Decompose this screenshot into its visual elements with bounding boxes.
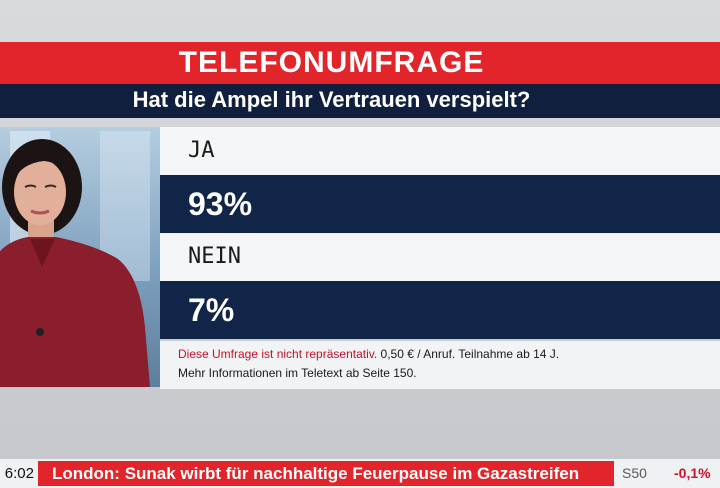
poll-question: Hat die Ampel ihr Vertrauen verspielt? [132, 87, 531, 112]
question-banner: Hat die Ampel ihr Vertrauen verspielt? [0, 84, 720, 118]
option-label: NEIN [188, 244, 241, 269]
presenter-video [0, 127, 160, 387]
disclaimer-text: Diese Umfrage ist nicht repräsentativ. [178, 347, 378, 361]
ticker-headline-box: London: Sunak wirbt für nachhaltige Feue… [38, 461, 614, 486]
title-banner: TELEFONUMFRAGE [0, 42, 720, 84]
cost-text: 0,50 € / Anruf. Teilnahme ab 14 J. [377, 347, 560, 361]
option-label: JA [188, 138, 215, 163]
poll-footnote: Diese Umfrage ist nicht repräsentativ. 0… [160, 341, 720, 389]
news-ticker: 6:02 London: Sunak wirbt für nachhaltige… [0, 459, 720, 488]
footnote-line-2: Mehr Informationen im Teletext ab Seite … [178, 366, 417, 380]
ticker-headline: London: Sunak wirbt für nachhaltige Feue… [52, 464, 580, 483]
footnote-line-1: Diese Umfrage ist nicht repräsentativ. 0… [178, 347, 559, 361]
option-percentage: 7% [188, 292, 235, 328]
option-percentage: 93% [188, 186, 253, 222]
option-row-nein: NEIN [160, 233, 720, 281]
result-row-ja: 93% [160, 175, 720, 233]
presenter-illustration [0, 139, 150, 387]
clock: 6:02 [4, 465, 34, 482]
option-row-ja: JA [160, 127, 720, 175]
poll-panel: JA 93% NEIN 7% Diese Umfrage ist nicht r… [160, 127, 720, 389]
result-row-nein: 7% [160, 281, 720, 339]
poll-title: TELEFONUMFRAGE [178, 46, 485, 79]
stock-index-name: S50 [622, 465, 647, 481]
stock-index-change: -0,1% [674, 465, 711, 481]
